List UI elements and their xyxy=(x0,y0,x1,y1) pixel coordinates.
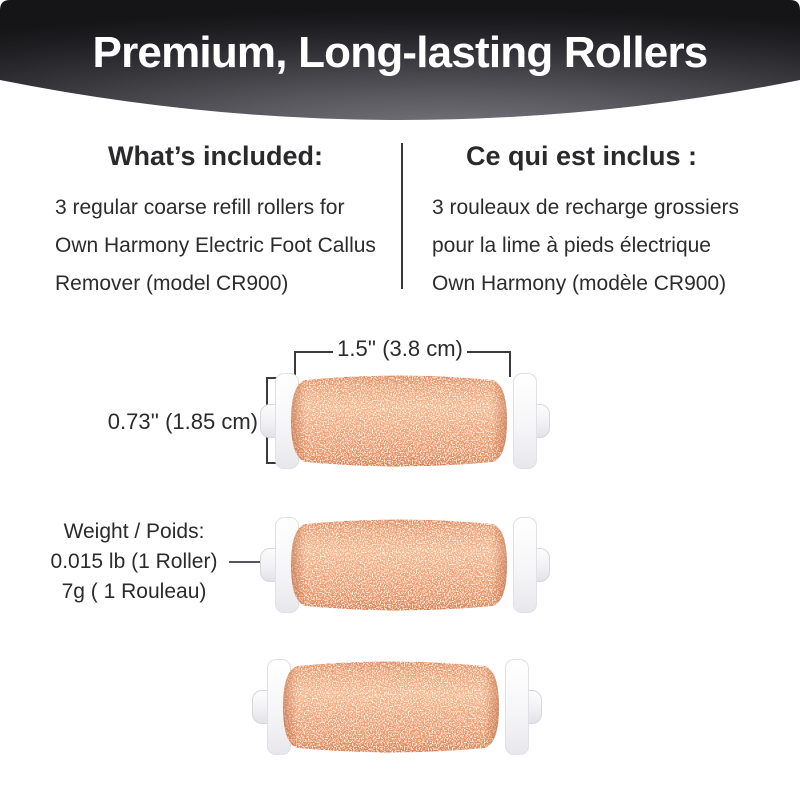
included-english: What’s included: 3 regular coarse refill… xyxy=(40,141,401,303)
included-section: What’s included: 3 regular coarse refill… xyxy=(40,141,760,303)
included-english-line: 3 regular coarse refill rollers for xyxy=(55,196,345,219)
included-english-line: Remover (model CR900) xyxy=(55,272,289,295)
roller-1 xyxy=(260,371,550,471)
included-french-heading: Ce qui est inclus : xyxy=(465,141,698,171)
roller-cap-left xyxy=(267,659,291,755)
included-french-line: Own Harmony (modèle CR900) xyxy=(432,272,727,295)
banner-shape xyxy=(0,0,800,120)
column-divider xyxy=(401,143,403,289)
included-english-heading: What’s included: xyxy=(108,141,323,171)
included-french-line: 3 rouleaux de recharge grossiers xyxy=(432,196,740,219)
height-dimension-label: 0.73'' (1.85 cm) xyxy=(107,409,258,434)
weight-line: 7g ( 1 Rouleau) xyxy=(61,580,207,603)
roller-barrel xyxy=(291,519,507,611)
included-french: Ce qui est inclus : 3 rouleaux de rechar… xyxy=(403,141,760,303)
roller-barrel xyxy=(283,661,499,753)
roller-cap-right xyxy=(513,373,537,469)
width-dimension-label: 1.5'' (3.8 cm) xyxy=(337,336,463,361)
roller-2 xyxy=(260,515,550,615)
included-english-line: Own Harmony Electric Foot Callus xyxy=(55,234,376,257)
weight-label: Weight / Poids: 0.015 lb (1 Roller) 7g (… xyxy=(34,517,234,607)
banner-title: Premium, Long-lasting Rollers xyxy=(92,28,709,77)
roller-cap-right xyxy=(513,517,537,613)
included-french-line: pour la lime à pieds électrique xyxy=(432,234,711,257)
weight-line: 0.015 lb (1 Roller) xyxy=(50,550,218,573)
header-banner: Premium, Long-lasting Rollers xyxy=(0,0,800,160)
roller-barrel xyxy=(291,375,507,467)
roller-3 xyxy=(252,657,542,757)
weight-line: Weight / Poids: xyxy=(63,520,205,543)
roller-cap-right xyxy=(505,659,529,755)
